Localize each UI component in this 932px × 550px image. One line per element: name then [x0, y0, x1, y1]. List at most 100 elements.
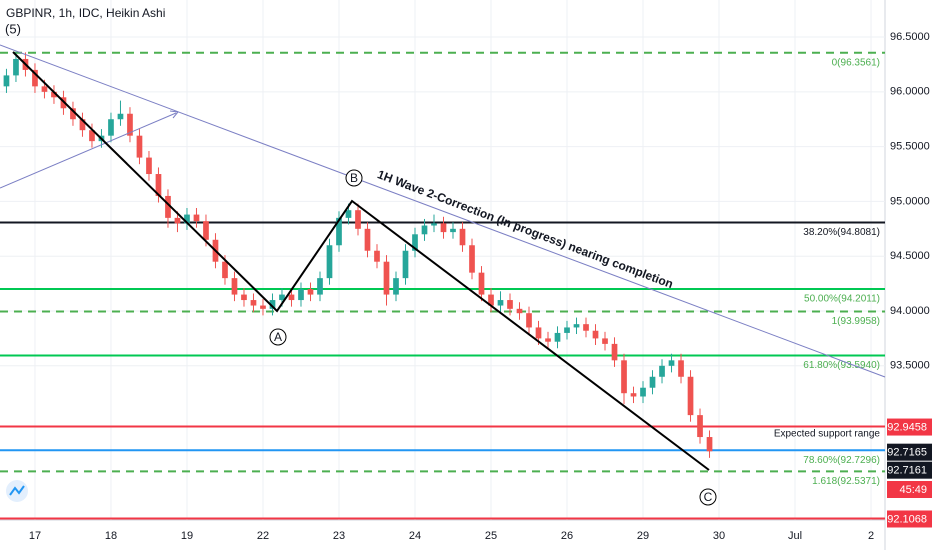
countdown-box [887, 481, 932, 498]
candle-body [326, 245, 333, 279]
x-tick-label: 2 [868, 530, 874, 542]
candle-body [649, 376, 656, 388]
candle-body [497, 300, 504, 306]
price-label: 92.1068 [887, 513, 927, 525]
level-label: 1.618(92.5371) [812, 476, 880, 487]
candle-body [355, 210, 361, 229]
candle-body [3, 75, 10, 87]
y-tick-label: 95.5000 [890, 141, 930, 153]
candle-body [602, 338, 608, 344]
candle-body [431, 223, 437, 226]
x-tick-label: 30 [713, 530, 725, 542]
candle-body [564, 327, 570, 333]
price-label-box [887, 418, 932, 436]
price-label: 92.7161 [887, 465, 927, 477]
candle-body [165, 195, 171, 218]
candle-body [507, 300, 513, 309]
y-tick-label: 94.5000 [890, 250, 930, 262]
candle-body [450, 228, 456, 233]
price-label-box [887, 443, 932, 461]
price-label: 92.7165 [887, 447, 927, 459]
candle-body [383, 261, 390, 295]
y-tick-label: 95.0000 [890, 195, 930, 207]
candle-body [203, 221, 209, 240]
axis: 93.5000 94.0000 94.5000 95.0000 95.5000 96.00… [29, 31, 932, 542]
candle-body [345, 210, 352, 218]
trend-arrow [0, 112, 177, 189]
candle-body [32, 69, 38, 87]
candle-body [231, 278, 238, 295]
candle-body [364, 228, 371, 251]
candle-body [697, 415, 703, 438]
x-tick-label: Jul [788, 530, 802, 542]
candle-body [592, 330, 599, 339]
x-tick-label: 17 [29, 530, 41, 542]
candle-body [706, 437, 713, 452]
candle-body [630, 393, 637, 397]
candle-body [260, 305, 266, 309]
level-label: 0(96.3561) [832, 57, 880, 68]
candle-body [307, 289, 314, 295]
x-tick-label: 19 [181, 530, 193, 542]
price-label: 92.9458 [887, 421, 927, 433]
wave-label: C [704, 490, 713, 504]
candle-body [241, 294, 247, 301]
wave-marker [699, 488, 717, 506]
level-label: 50.00%(94.2011) [804, 294, 880, 305]
wave-label: B [350, 171, 358, 185]
candle-body [621, 360, 627, 394]
x-tick-label: 29 [637, 530, 649, 542]
candle-body [687, 376, 694, 416]
candle-body [573, 324, 580, 328]
candle-body [336, 217, 342, 246]
wave-marker [345, 169, 363, 187]
x-tick-label: 26 [561, 530, 573, 542]
countdown: 45:49 [899, 484, 927, 496]
chart-title: GBPINR, 1h, IDC, Heikin Ashi [6, 6, 165, 20]
candle-body [393, 278, 399, 295]
x-tick-label: 18 [105, 530, 117, 542]
candle-body [298, 289, 304, 301]
candle-body [611, 343, 618, 361]
candle-body [640, 387, 646, 397]
x-tick-label: 24 [409, 530, 421, 542]
price-label-box [887, 510, 932, 528]
candle-body [421, 225, 428, 235]
candle-body [108, 119, 114, 136]
candle-body [659, 365, 665, 377]
candle-body [516, 308, 523, 314]
level-label: 78.60%(92.7296) [803, 455, 880, 466]
x-tick-label: 22 [257, 530, 269, 542]
candle-body [70, 108, 76, 120]
candle-body [136, 135, 143, 158]
candle-body [155, 174, 162, 196]
wave-label: A [274, 330, 282, 344]
candle-body [193, 214, 200, 222]
candle-body [678, 360, 684, 377]
wave-zigzag [12, 51, 710, 471]
candle-body [535, 327, 542, 339]
candle-body [288, 294, 295, 301]
x-tick-label: 25 [485, 530, 497, 542]
candle-body [269, 300, 276, 309]
candle-body [89, 130, 95, 142]
candle-body [583, 324, 589, 331]
candle-body [488, 294, 494, 306]
candle-body [174, 217, 181, 224]
candle-body [184, 214, 190, 224]
candle-body [317, 278, 323, 295]
level-label: 38.20%(94.8081) [803, 227, 880, 238]
price-label-box [887, 461, 932, 479]
candle-body [279, 294, 285, 301]
trend-line [0, 44, 886, 378]
candle-body [374, 250, 380, 262]
y-tick-label: 96.5000 [890, 31, 930, 43]
level-label: 61.80%(93.5940) [803, 360, 880, 371]
y-tick-label: 94.0000 [890, 305, 930, 317]
candle-body [412, 234, 418, 251]
candle-body [222, 261, 228, 279]
wave-marker [269, 328, 287, 346]
candle-body [668, 360, 675, 366]
